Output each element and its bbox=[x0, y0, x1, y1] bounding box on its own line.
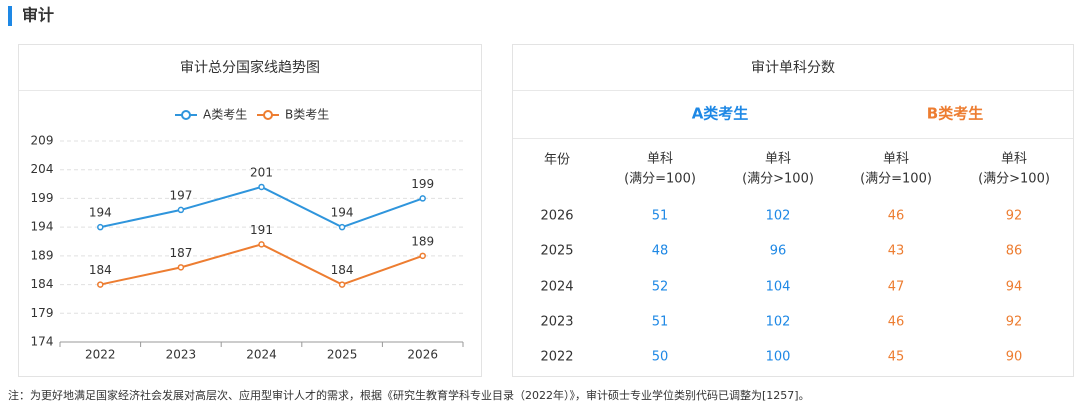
table-cell: 48 bbox=[652, 244, 669, 259]
legend-label: B类考生 bbox=[285, 108, 329, 122]
legend-icon bbox=[181, 110, 191, 120]
group-header: A类考生 bbox=[692, 105, 749, 123]
data-label: 194 bbox=[331, 206, 354, 220]
table-cell: 2025 bbox=[540, 244, 573, 259]
column-header: (满分>100) bbox=[978, 172, 1050, 187]
legend-icon bbox=[263, 110, 273, 120]
table-cell: 51 bbox=[652, 315, 669, 330]
table-cell: 47 bbox=[888, 280, 905, 295]
table-cell: 86 bbox=[1006, 244, 1023, 259]
data-label: 197 bbox=[169, 188, 192, 202]
data-label: 191 bbox=[250, 223, 273, 237]
data-point bbox=[258, 183, 265, 191]
data-point bbox=[177, 206, 185, 214]
data-point bbox=[419, 195, 426, 202]
table-cell: 100 bbox=[766, 350, 791, 365]
data-point bbox=[338, 281, 346, 288]
table-cell: 43 bbox=[888, 244, 905, 259]
table-cell: 102 bbox=[766, 315, 791, 330]
x-tick-label: 2026 bbox=[407, 348, 438, 362]
footnote: 注：为更好地满足国家经济社会发展对高层次、应用型审计人才的需求，根据《研究生教育… bbox=[8, 388, 810, 402]
data-label: 201 bbox=[250, 165, 273, 179]
column-header: (满分=100) bbox=[860, 172, 932, 187]
column-header: 单科 bbox=[883, 152, 909, 167]
y-tick-label: 209 bbox=[31, 134, 54, 148]
table-cell: 104 bbox=[766, 280, 791, 295]
column-header: 年份 bbox=[544, 153, 570, 168]
table-cell: 102 bbox=[766, 209, 791, 224]
y-tick-label: 204 bbox=[31, 162, 54, 176]
table-cell: 2026 bbox=[540, 209, 573, 224]
data-point bbox=[258, 241, 265, 248]
y-tick-label: 184 bbox=[31, 277, 54, 291]
table-cell: 90 bbox=[1006, 350, 1023, 365]
column-header: 单科 bbox=[1001, 152, 1027, 167]
table-cell: 2022 bbox=[540, 350, 573, 365]
chart-title: 审计总分国家线趋势图 bbox=[180, 59, 320, 76]
y-tick-label: 199 bbox=[31, 191, 54, 205]
column-header: 单科 bbox=[765, 152, 791, 167]
data-point bbox=[338, 223, 346, 231]
table-cell: 51 bbox=[652, 209, 669, 224]
data-label: 189 bbox=[411, 234, 434, 248]
table-cell: 46 bbox=[888, 209, 905, 224]
table-cell: 2023 bbox=[540, 315, 573, 330]
table-cell: 2024 bbox=[540, 280, 573, 295]
y-tick-label: 179 bbox=[31, 306, 54, 320]
table-cell: 96 bbox=[770, 244, 787, 259]
legend-label: A类考生 bbox=[203, 108, 247, 122]
data-point bbox=[97, 281, 104, 288]
table-card bbox=[512, 44, 1074, 377]
table-cell: 46 bbox=[888, 315, 905, 330]
x-tick-label: 2024 bbox=[246, 348, 277, 362]
table-title: 审计单科分数 bbox=[751, 60, 835, 76]
data-label: 194 bbox=[89, 206, 112, 220]
x-tick-label: 2023 bbox=[166, 348, 197, 362]
chart-card bbox=[18, 44, 482, 377]
y-tick-label: 189 bbox=[31, 248, 54, 262]
group-header: B类考生 bbox=[927, 105, 983, 123]
data-label: 199 bbox=[411, 177, 434, 191]
data-point bbox=[419, 252, 426, 260]
y-tick-label: 174 bbox=[31, 335, 54, 349]
header-title: 审计 bbox=[22, 6, 54, 25]
data-point bbox=[177, 264, 185, 271]
x-tick-label: 2022 bbox=[85, 348, 116, 362]
table-cell: 92 bbox=[1006, 315, 1023, 330]
column-header: (满分=100) bbox=[624, 172, 696, 187]
data-label: 184 bbox=[331, 263, 354, 277]
table-cell: 52 bbox=[652, 280, 669, 295]
table-cell: 50 bbox=[652, 350, 669, 365]
data-point bbox=[97, 223, 104, 231]
table-cell: 92 bbox=[1006, 209, 1023, 224]
column-header: (满分>100) bbox=[742, 172, 814, 187]
table-cell: 94 bbox=[1006, 280, 1023, 295]
y-tick-label: 194 bbox=[31, 220, 54, 234]
data-label: 187 bbox=[169, 246, 192, 260]
column-header: 单科 bbox=[647, 152, 673, 167]
data-label: 184 bbox=[89, 263, 112, 277]
header-bar bbox=[8, 6, 12, 26]
x-tick-label: 2025 bbox=[327, 348, 358, 362]
table-cell: 45 bbox=[888, 350, 905, 365]
